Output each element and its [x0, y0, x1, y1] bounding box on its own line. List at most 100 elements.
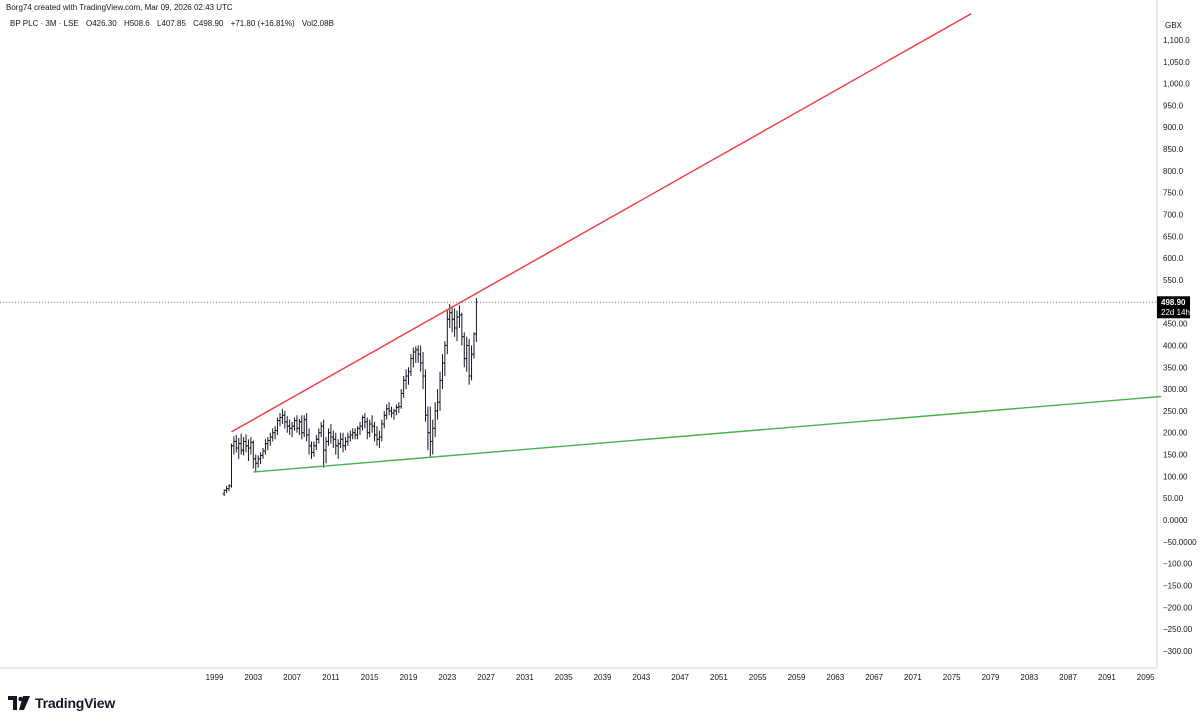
last-price-value: 498.90: [1161, 298, 1186, 307]
ohlc-bar: [445, 310, 449, 355]
ohlc-bar: [474, 298, 478, 343]
ohlc-bar: [278, 413, 282, 427]
ohlc-change: +71.80 (+16.81%): [230, 19, 295, 28]
ohlc-bar: [307, 428, 311, 455]
ohlc-bar: [334, 432, 338, 455]
support-trendline[interactable]: [253, 395, 1162, 473]
price-tick-label: 600.0: [1163, 254, 1184, 263]
price-tick-label: −300.00: [1163, 647, 1193, 656]
time-tick-label: 2035: [555, 673, 573, 682]
ohlc-bar: [280, 408, 284, 424]
ohlc-bar: [421, 351, 425, 390]
ohlc-bar: [377, 430, 381, 448]
ohlc-bar: [394, 404, 398, 416]
symbol-title[interactable]: BP PLC · 3M · LSE: [10, 19, 79, 28]
ohlc-bar: [387, 402, 391, 416]
price-tick-label: 300.00: [1163, 385, 1188, 394]
time-tick-label: 2011: [322, 673, 340, 682]
price-tick-label: 900.0: [1163, 123, 1184, 132]
time-tick-label: 2067: [865, 673, 883, 682]
tradingview-icon: [8, 696, 30, 710]
time-tick-label: 2031: [516, 673, 534, 682]
price-tick-label: 450.00: [1163, 320, 1188, 329]
tradingview-logo[interactable]: TradingView: [8, 695, 115, 711]
ohlc-bar: [428, 406, 432, 457]
ohlc-bar: [414, 346, 418, 363]
time-tick-label: 2039: [594, 673, 612, 682]
ohlc-bar: [266, 437, 270, 451]
ohlc-bar: [353, 428, 357, 440]
ohlc-bar: [462, 332, 466, 368]
time-tick-label: 2091: [1098, 673, 1116, 682]
ohlc-bar: [326, 428, 331, 446]
price-tick-label: 200.00: [1163, 429, 1188, 438]
symbol-legend: BP PLC · 3M · LSE O426.30 H508.6 L407.85…: [10, 19, 339, 28]
ohlc-bar: [351, 428, 355, 440]
ohlc-bar: [309, 441, 314, 459]
ohlc-bar: [288, 419, 292, 435]
currency-label: GBX: [1165, 21, 1183, 30]
time-tick-label: 2079: [982, 673, 1000, 682]
ohlc-bar: [339, 432, 343, 448]
ohlc-bar: [225, 485, 229, 493]
price-axis[interactable]: 1,100.0 1,050.0 1,000.0 950.0 900.0 850.0 800.…: [1163, 36, 1197, 656]
time-tick-label: 2055: [749, 673, 767, 682]
price-tick-label: 700.0: [1163, 211, 1184, 220]
ohlc-bar: [426, 406, 430, 451]
ohlc-bar: [380, 419, 384, 442]
ohlc-bar: [268, 432, 272, 446]
price-tick-label: −150.00: [1163, 581, 1193, 590]
ohlc-bar: [300, 415, 304, 440]
price-tick-label: 350.00: [1163, 363, 1188, 372]
ohlc-bar: [443, 341, 447, 376]
ohlc-bar: [292, 417, 297, 431]
time-tick-label: 2007: [283, 673, 301, 682]
time-tick-label: 2063: [826, 673, 844, 682]
price-tick-label: 50.00: [1163, 494, 1184, 503]
time-tick-label: 2071: [904, 673, 922, 682]
ohlc-bar: [467, 338, 471, 385]
price-tick-label: 250.00: [1163, 407, 1188, 416]
price-tick-label: 550.0: [1163, 276, 1184, 285]
ohlc-bar: [433, 402, 437, 438]
bar-countdown: 22d 14h: [1161, 308, 1190, 317]
price-tick-label: 850.0: [1163, 145, 1184, 154]
price-tick-label: 0.0000: [1163, 516, 1188, 525]
ohlc-bar: [382, 410, 386, 429]
time-axis[interactable]: 1999 2003 2007 2011 2015 2019 2023 2027 2031 2035…: [206, 673, 1156, 682]
ohlc-bar: [455, 310, 459, 342]
ohlc-bar: [389, 406, 394, 418]
ohlc-bar: [244, 434, 248, 453]
ohlc-bar: [392, 408, 396, 420]
ohlc-bar: [317, 428, 321, 444]
price-tick-label: −250.00: [1163, 625, 1193, 634]
ohlc-bar: [365, 417, 369, 440]
ohlc-bar: [368, 419, 372, 438]
ohlc-bar: [409, 354, 413, 376]
ohlc-bar: [258, 452, 263, 465]
ohlc-bar: [295, 415, 299, 433]
ohlc-bar: [457, 305, 462, 328]
price-tick-label: 750.0: [1163, 189, 1184, 198]
resistance-trendline[interactable]: [231, 13, 972, 433]
price-tick-label: 1,000.0: [1163, 80, 1190, 89]
trendlines[interactable]: [231, 13, 1162, 473]
ohlc-bar: [234, 434, 238, 453]
ohlc-bar: [406, 367, 411, 385]
price-tick-label: −50.0000: [1163, 538, 1197, 547]
ohlc-open: O426.30: [86, 19, 117, 28]
ohlc-bar: [239, 433, 243, 455]
ohlc-close: C498.90: [193, 19, 224, 28]
time-tick-label: 2027: [477, 673, 495, 682]
price-tick-label: 950.0: [1163, 101, 1184, 110]
ohlc-bar: [346, 432, 350, 446]
ohlc-bar: [452, 308, 457, 337]
ohlc-bars: [222, 298, 478, 496]
ohlc-bar: [319, 421, 323, 438]
ohlc-bar: [237, 437, 241, 459]
time-tick-label: 2095: [1137, 673, 1155, 682]
ohlc-bar: [438, 371, 442, 411]
ohlc-bar: [297, 418, 301, 435]
ohlc-bar: [440, 354, 445, 390]
